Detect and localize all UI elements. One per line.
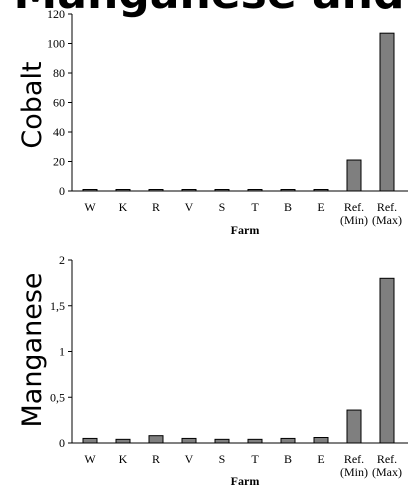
manganese-bar <box>379 277 395 444</box>
manganese-bar <box>82 437 98 444</box>
manganese-axes <box>71 260 408 444</box>
cobalt-y-axis-label: Cobalt <box>17 61 48 148</box>
manganese-y-axis-label: Manganese <box>17 272 48 427</box>
manganese-bar <box>148 435 164 444</box>
manganese-bar <box>280 437 296 444</box>
manganese-bar <box>346 409 362 444</box>
manganese-bar <box>115 438 131 444</box>
manganese-y-tick-label: 0 <box>59 436 65 450</box>
manganese-bar <box>313 437 329 444</box>
cobalt-bars <box>82 32 395 192</box>
cobalt-y-tick-label: 40 <box>53 125 65 139</box>
manganese-x-axis-label: Farm <box>231 474 260 488</box>
cobalt-y-tick-label: 80 <box>53 66 65 80</box>
manganese-bar <box>247 438 263 444</box>
cobalt-x-ticks: W K R V S T B E Ref. (Min)Ref. (Max) <box>84 200 402 227</box>
cobalt-x-tick-label: B <box>284 200 292 214</box>
manganese-y-tick-label: 0,5 <box>50 390 65 404</box>
cobalt-x-tick-label: T <box>251 200 259 214</box>
cobalt-x-axis-label: Farm <box>231 223 260 237</box>
cobalt-y-tick-label: 20 <box>53 155 65 169</box>
manganese-bar <box>214 438 230 444</box>
cobalt-chart: Cobalt 0 20 40 60 80 100 120 W K R V S T B E Ref. (Min)… <box>17 7 408 237</box>
manganese-x-tick-label: T <box>251 452 259 466</box>
cobalt-y-tick-label: 60 <box>53 96 65 110</box>
manganese-x-tick-label: B <box>284 452 292 466</box>
cobalt-x-tick-label: Ref. (Min) <box>340 200 368 227</box>
manganese-x-tick-label: R <box>152 452 160 466</box>
manganese-x-tick-label: S <box>219 452 226 466</box>
cobalt-x-tick-label: V <box>185 200 194 214</box>
manganese-x-tick-label: K <box>119 452 128 466</box>
manganese-bar <box>181 437 197 444</box>
cobalt-x-tick-label: W <box>84 200 96 214</box>
cobalt-x-tick-label: S <box>219 200 226 214</box>
manganese-chart: Manganese 0 0,5 1 1,5 2 W K R V S T B E Ref. (Min)Ref… <box>17 253 408 488</box>
manganese-y-tick-label: 1 <box>59 345 65 359</box>
manganese-x-tick-label: Ref. (Max) <box>372 452 402 479</box>
cobalt-bar <box>346 159 362 192</box>
page-title: Manganese and <box>13 0 404 19</box>
cobalt-y-ticks: 0 20 40 60 80 100 120 <box>47 7 72 198</box>
manganese-y-ticks: 0 0,5 1 1,5 2 <box>50 253 72 450</box>
cobalt-x-tick-label: Ref. (Max) <box>372 200 402 227</box>
cobalt-y-tick-label: 0 <box>59 184 65 198</box>
manganese-y-tick-label: 2 <box>59 253 65 267</box>
manganese-x-tick-label: W <box>84 452 96 466</box>
manganese-x-tick-label: V <box>185 452 194 466</box>
manganese-x-ticks: W K R V S T B E Ref. (Min)Ref. (Max) <box>84 452 402 479</box>
cobalt-bar <box>379 32 395 192</box>
manganese-x-tick-label: E <box>317 452 324 466</box>
manganese-y-tick-label: 1,5 <box>50 299 65 313</box>
cobalt-y-tick-label: 100 <box>47 37 65 51</box>
manganese-x-tick-label: Ref. (Min) <box>340 452 368 479</box>
cobalt-y-tick-label: 120 <box>47 7 65 21</box>
cobalt-x-tick-label: R <box>152 200 160 214</box>
cobalt-axes <box>71 14 408 192</box>
cobalt-x-tick-label: K <box>119 200 128 214</box>
cobalt-x-tick-label: E <box>317 200 324 214</box>
manganese-bars <box>82 277 395 444</box>
